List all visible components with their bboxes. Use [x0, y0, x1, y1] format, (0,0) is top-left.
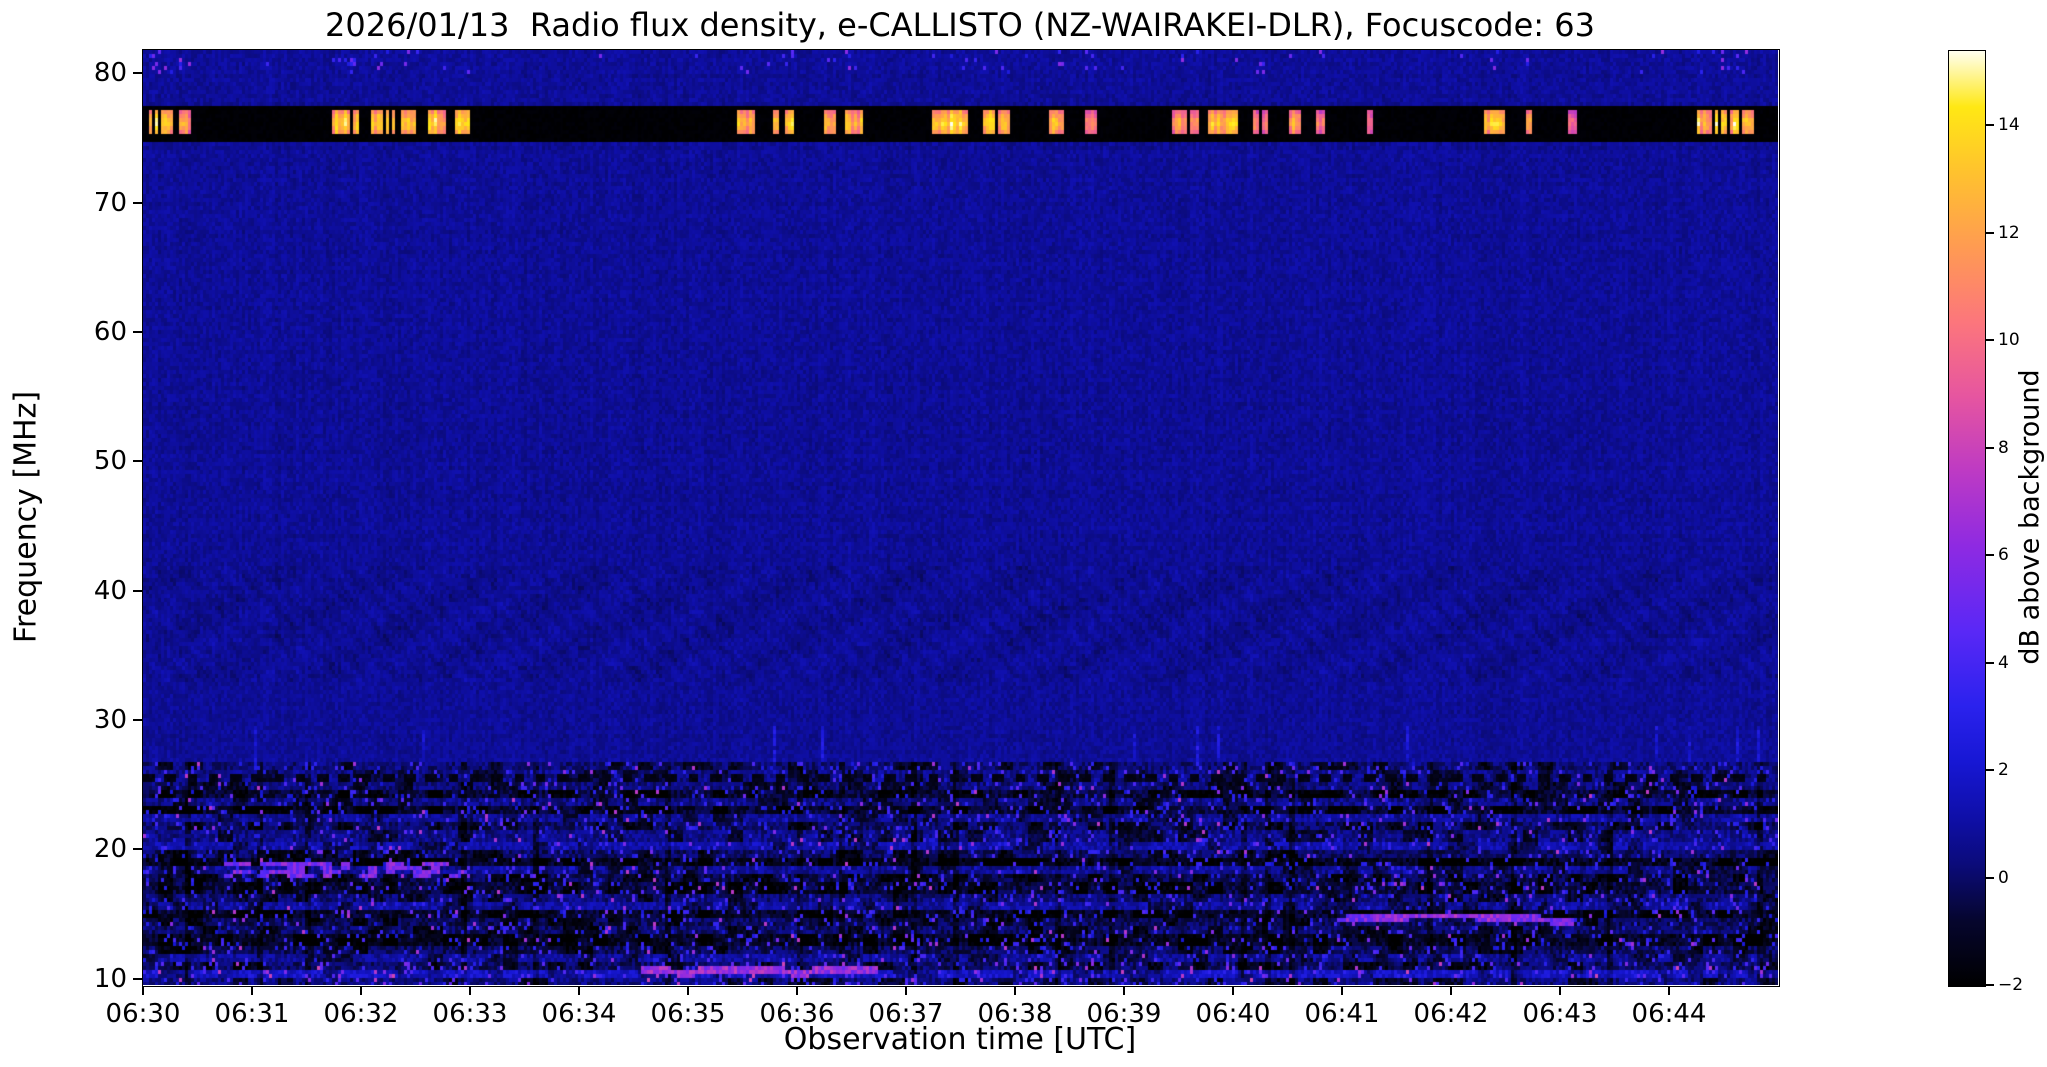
x-tick-mark	[469, 986, 471, 995]
colorbar-tick-label: 4	[1998, 652, 2009, 673]
x-tick-label: 06:37	[868, 999, 944, 1029]
colorbar-tick-label: 14	[1998, 115, 2020, 136]
x-tick-mark	[1014, 986, 1016, 995]
y-axis-label: Frequency [MHz]	[8, 390, 44, 644]
x-tick-mark	[1341, 986, 1343, 995]
colorbar-label: dB above background	[2014, 369, 2046, 665]
y-tick-label: 70	[93, 187, 127, 218]
x-tick-mark	[1559, 986, 1561, 995]
x-tick-label: 06:30	[105, 999, 181, 1029]
colorbar-tick-mark	[1986, 554, 1994, 557]
x-tick-mark	[1232, 986, 1234, 995]
x-tick-mark	[251, 986, 253, 995]
y-tick-mark	[133, 330, 142, 333]
x-tick-label: 06:38	[977, 999, 1053, 1029]
x-tick-label: 06:33	[432, 999, 508, 1029]
colorbar-tick-label: 6	[1998, 545, 2009, 566]
x-tick-mark	[687, 986, 689, 995]
y-tick-mark	[133, 718, 142, 721]
x-tick-label: 06:31	[214, 999, 290, 1029]
y-tick-mark	[133, 201, 142, 204]
x-tick-label: 06:35	[650, 999, 726, 1029]
x-tick-label: 06:32	[323, 999, 399, 1029]
x-tick-label: 06:42	[1413, 999, 1489, 1029]
x-tick-mark	[578, 986, 580, 995]
x-tick-mark	[360, 986, 362, 995]
colorbar-tick-label: 10	[1998, 330, 2020, 351]
colorbar-tick-mark	[1986, 876, 1994, 879]
x-tick-label: 06:41	[1304, 999, 1380, 1029]
x-tick-mark	[1668, 986, 1670, 995]
y-tick-mark	[133, 848, 142, 851]
colorbar-tick-label: 0	[1998, 867, 2009, 888]
x-tick-mark	[796, 986, 798, 995]
colorbar-tick-mark	[1986, 984, 1994, 986]
x-axis-label: Observation time [UTC]	[783, 1022, 1137, 1057]
colorbar-tick-mark	[1986, 124, 1994, 127]
colorbar-tick-mark	[1986, 339, 1994, 342]
x-tick-label: 06:44	[1631, 999, 1707, 1029]
y-tick-mark	[133, 72, 142, 75]
x-tick-label: 06:39	[1086, 999, 1162, 1029]
colorbar-tick-label: 2	[1998, 760, 2009, 781]
x-tick-mark	[142, 986, 144, 995]
chart-title: 2026/01/13 Radio flux density, e-CALLIST…	[325, 6, 1595, 44]
x-tick-mark	[1123, 986, 1125, 995]
y-tick-label: 60	[93, 316, 127, 347]
x-tick-label: 06:43	[1522, 999, 1598, 1029]
x-tick-label: 06:34	[541, 999, 617, 1029]
y-tick-mark	[133, 460, 142, 463]
y-tick-label: 20	[93, 834, 127, 865]
colorbar-tick-mark	[1986, 446, 1994, 449]
colorbar-tick-label: 12	[1998, 222, 2020, 243]
y-tick-label: 30	[93, 704, 127, 735]
x-tick-mark	[905, 986, 907, 995]
colorbar-tick-label: −2	[1998, 975, 2024, 995]
spectrogram-canvas	[143, 50, 1778, 985]
y-tick-label: 50	[93, 446, 127, 477]
x-tick-mark	[1450, 986, 1452, 995]
y-tick-mark	[133, 977, 142, 980]
x-tick-label: 06:40	[1195, 999, 1271, 1029]
y-tick-label: 80	[93, 58, 127, 89]
y-tick-mark	[133, 589, 142, 592]
y-tick-label: 40	[93, 575, 127, 606]
colorbar-tick-mark	[1986, 769, 1994, 772]
colorbar-tick-mark	[1986, 231, 1994, 234]
y-tick-label: 10	[93, 963, 127, 994]
colorbar-tick-label: 8	[1998, 437, 2009, 458]
colorbar-tick-mark	[1986, 661, 1994, 664]
colorbar	[1948, 50, 1986, 987]
x-tick-label: 06:36	[759, 999, 835, 1029]
